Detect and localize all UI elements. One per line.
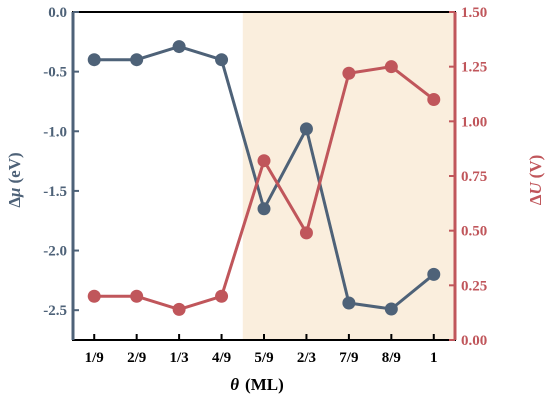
data-point-left — [299, 122, 313, 136]
right-tick-label: 0.25 — [461, 278, 487, 294]
left-tick-label: -1.0 — [43, 124, 67, 140]
data-point-left — [215, 53, 229, 67]
data-point-right — [384, 60, 398, 74]
right-tick-label: 0.50 — [461, 224, 487, 240]
data-point-right — [215, 289, 229, 303]
x-tick-label: 8/9 — [382, 350, 401, 366]
x-tick-label: 1/3 — [170, 350, 189, 366]
left-tick-label: -1.5 — [43, 184, 67, 200]
right-axis-title: ΔU(V) — [526, 155, 545, 206]
left-axis-title: Δμ(eV) — [5, 152, 24, 207]
data-point-right — [299, 226, 313, 240]
data-point-left — [87, 53, 101, 67]
x-axis-title: θ (ML) — [230, 375, 284, 394]
left-ticks: 0.0 -0.5 -1.0 -1.5 -2.0 -2.5 — [43, 5, 79, 319]
left-tick-label: -2.0 — [43, 244, 67, 260]
data-point-right — [130, 289, 144, 303]
series-layer — [87, 40, 441, 316]
right-tick-label: 0.75 — [461, 169, 487, 185]
right-tick-label: 1.25 — [461, 60, 487, 76]
left-tick-label: -0.5 — [43, 65, 67, 81]
data-point-left — [427, 267, 441, 281]
data-point-right — [427, 92, 441, 106]
right-tick-label: 1.00 — [461, 114, 487, 130]
x-tick-label: 1/9 — [85, 350, 104, 366]
left-tick-label: -2.5 — [43, 303, 67, 319]
data-point-left — [172, 40, 186, 54]
left-tick-label: 0.0 — [48, 5, 67, 21]
x-tick-label: 2/3 — [297, 350, 316, 366]
data-point-right — [342, 66, 356, 80]
data-point-right — [87, 289, 101, 303]
data-point-right — [172, 302, 186, 316]
data-point-left — [130, 53, 144, 67]
data-point-left — [257, 202, 271, 216]
x-tick-label: 2/9 — [127, 350, 146, 366]
x-ticks: 1/9 2/9 1/3 4/9 5/9 2/3 7/9 8/9 1 — [85, 334, 438, 366]
right-ticks: 1.50 1.25 1.00 0.75 0.50 0.25 0.00 — [449, 5, 487, 349]
x-tick-label: 1 — [430, 350, 438, 366]
x-tick-label: 7/9 — [339, 350, 358, 366]
data-point-right — [257, 154, 271, 168]
right-tick-label: 0.00 — [461, 333, 487, 349]
right-tick-label: 1.50 — [461, 5, 487, 21]
x-tick-label: 5/9 — [254, 350, 273, 366]
data-point-left — [342, 296, 356, 310]
x-tick-label: 4/9 — [212, 350, 231, 366]
data-point-left — [384, 302, 398, 316]
